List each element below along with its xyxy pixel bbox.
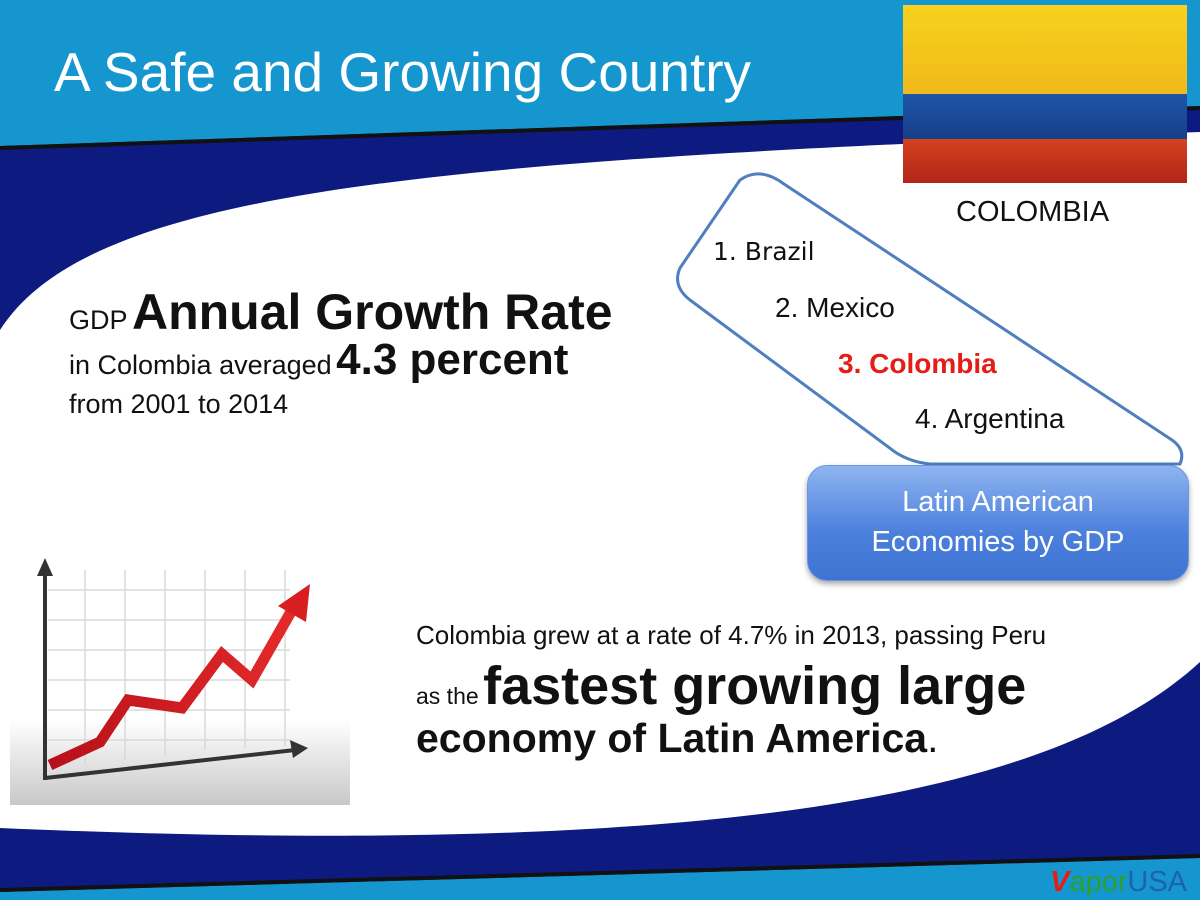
trend-arrowhead bbox=[278, 584, 310, 622]
flag-stripe-blue bbox=[903, 94, 1187, 139]
callout-line-2: Economies by GDP bbox=[871, 526, 1125, 558]
growth-chart-illustration bbox=[10, 558, 350, 805]
gdp-line-2: in Colombia averaged 4.3 percent bbox=[69, 335, 689, 385]
logo-usa: USA bbox=[1127, 866, 1188, 898]
growth-line3-text: economy of Latin America bbox=[416, 715, 928, 761]
callout-text: Latin American Economies by GDP bbox=[808, 482, 1188, 562]
vaporusa-logo: VaporUSA bbox=[1050, 866, 1187, 899]
gdp-line-1: GDP Annual Growth Rate bbox=[69, 283, 689, 341]
ranking-outline bbox=[676, 172, 1184, 466]
logo-apor: apor bbox=[1069, 866, 1128, 898]
growth-line2-small: as the bbox=[416, 683, 479, 709]
callout-line-1: Latin American bbox=[902, 486, 1094, 518]
rank-item-mexico: 2. Mexico bbox=[775, 292, 895, 323]
logo-v: V bbox=[1050, 866, 1070, 898]
footer-band bbox=[0, 858, 1200, 900]
gdp-line2-value: 4.3 percent bbox=[336, 335, 569, 384]
gdp-line-3: from 2001 to 2014 bbox=[69, 389, 289, 419]
gdp-prefix: GDP bbox=[69, 305, 128, 335]
chart-y-arrowhead bbox=[37, 558, 53, 576]
colombia-flag bbox=[903, 5, 1187, 183]
header-band bbox=[0, 0, 1200, 146]
growth-line-3: economy of Latin America. bbox=[416, 715, 1176, 762]
chart-x-axis bbox=[44, 748, 296, 780]
rank-item-argentina: 4. Argentina bbox=[915, 403, 1065, 434]
gdp-line2-text: in Colombia averaged bbox=[69, 350, 332, 380]
footer-divider bbox=[0, 854, 1200, 892]
flag-stripe-red bbox=[903, 139, 1187, 183]
gdp-heading: Annual Growth Rate bbox=[131, 284, 613, 340]
gdp-growth-text: GDP Annual Growth Rate in Colombia avera… bbox=[69, 283, 689, 420]
growth-line2-big: fastest growing large bbox=[483, 656, 1027, 716]
growth-line-2: as the fastest growing large bbox=[416, 655, 1176, 717]
rank-item-brazil: 1. Brazil bbox=[713, 237, 815, 266]
chart-x-arrowhead bbox=[290, 740, 308, 758]
rank-item-colombia: 3. Colombia bbox=[838, 348, 997, 379]
trend-line bbox=[47, 607, 297, 770]
growth-line-1: Colombia grew at a rate of 4.7% in 2013,… bbox=[416, 620, 1047, 650]
flag-stripe-yellow bbox=[903, 5, 1187, 94]
white-panel bbox=[0, 132, 1200, 836]
slide-title: A Safe and Growing Country bbox=[54, 41, 752, 103]
gdp-ranking-callout: Latin American Economies by GDP bbox=[807, 465, 1189, 581]
growth-line3-end: . bbox=[927, 715, 939, 761]
flag-caption: COLOMBIA bbox=[956, 196, 1110, 228]
growth-statement: Colombia grew at a rate of 4.7% in 2013,… bbox=[416, 620, 1176, 762]
